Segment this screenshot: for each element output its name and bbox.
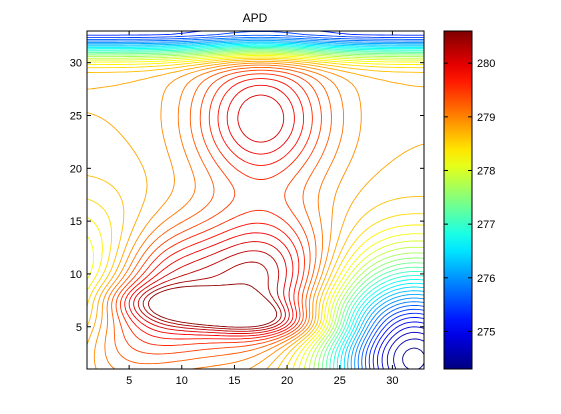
contour-line <box>87 44 424 369</box>
colorbar: 275 276 277 278 279 280 <box>443 30 495 370</box>
contour-line <box>93 62 362 369</box>
x-tick-label: 5 <box>126 375 132 387</box>
contour-line <box>386 331 424 369</box>
contour-line <box>133 94 290 334</box>
y-tick-label: 20 <box>70 163 82 175</box>
y-tick-label: 15 <box>70 216 82 228</box>
x-tick-label: 10 <box>176 375 188 387</box>
x-tick-label: 25 <box>334 375 346 387</box>
contour-line <box>87 41 424 369</box>
contour-line <box>87 45 424 369</box>
contour-line <box>119 73 313 346</box>
chart-title: APD <box>243 11 268 25</box>
contour-line <box>87 54 424 369</box>
y-tick-label: 30 <box>70 58 82 70</box>
contour-line <box>87 47 424 369</box>
plot-frame <box>86 30 425 370</box>
x-tick-label: 20 <box>281 375 293 387</box>
contour-line <box>87 53 424 369</box>
x-tick-label: 15 <box>228 375 240 387</box>
contour-line <box>87 56 424 369</box>
colorbar-frame <box>443 30 473 370</box>
colorbar-tick-label: 278 <box>477 165 495 177</box>
colorbar-tick-label: 279 <box>477 112 495 124</box>
contour-line <box>142 261 282 330</box>
colorbar-ticks: 275 276 277 278 279 280 <box>444 58 495 338</box>
contour-line <box>87 48 424 369</box>
colorbar-fill <box>444 31 472 369</box>
contour-line <box>402 347 424 369</box>
plot-background <box>87 31 424 369</box>
contour-line <box>87 34 424 369</box>
contour-line <box>87 51 424 369</box>
contour-line <box>87 36 424 369</box>
contour-line <box>87 50 424 369</box>
contour-line <box>137 250 286 332</box>
contour-line <box>128 84 295 337</box>
colorbar-tick-label: 277 <box>477 219 495 231</box>
contour-line <box>104 64 345 369</box>
y-axis: 5 10 15 20 25 30 <box>70 58 424 334</box>
x-tick-label: 30 <box>386 375 398 387</box>
y-tick-label: 25 <box>70 111 82 123</box>
contour-line <box>87 43 424 369</box>
contour-line <box>87 38 424 369</box>
contour-line <box>381 326 424 369</box>
contour-line <box>372 317 424 369</box>
contour-line <box>148 283 278 328</box>
contour-line <box>87 57 424 369</box>
y-tick-label: 10 <box>70 269 82 281</box>
contour-line <box>376 321 424 369</box>
contour-line <box>87 39 424 369</box>
contour-line <box>111 66 332 365</box>
x-axis: 5 10 15 20 25 30 <box>126 31 399 387</box>
contour-line <box>87 42 424 369</box>
contour-line <box>115 69 322 355</box>
contour-line <box>87 59 424 369</box>
contour-line <box>87 52 424 369</box>
plot-area: 5 10 15 20 25 30 5 10 15 20 25 30 <box>70 30 425 387</box>
contour-line <box>87 31 424 369</box>
y-tick-label: 5 <box>76 322 82 334</box>
colorbar-tick-label: 276 <box>477 273 495 285</box>
colorbar-tick-label: 275 <box>477 326 495 338</box>
colorbar-tick-label: 280 <box>477 58 495 70</box>
contour-line <box>87 60 424 369</box>
contour-line <box>124 78 305 340</box>
